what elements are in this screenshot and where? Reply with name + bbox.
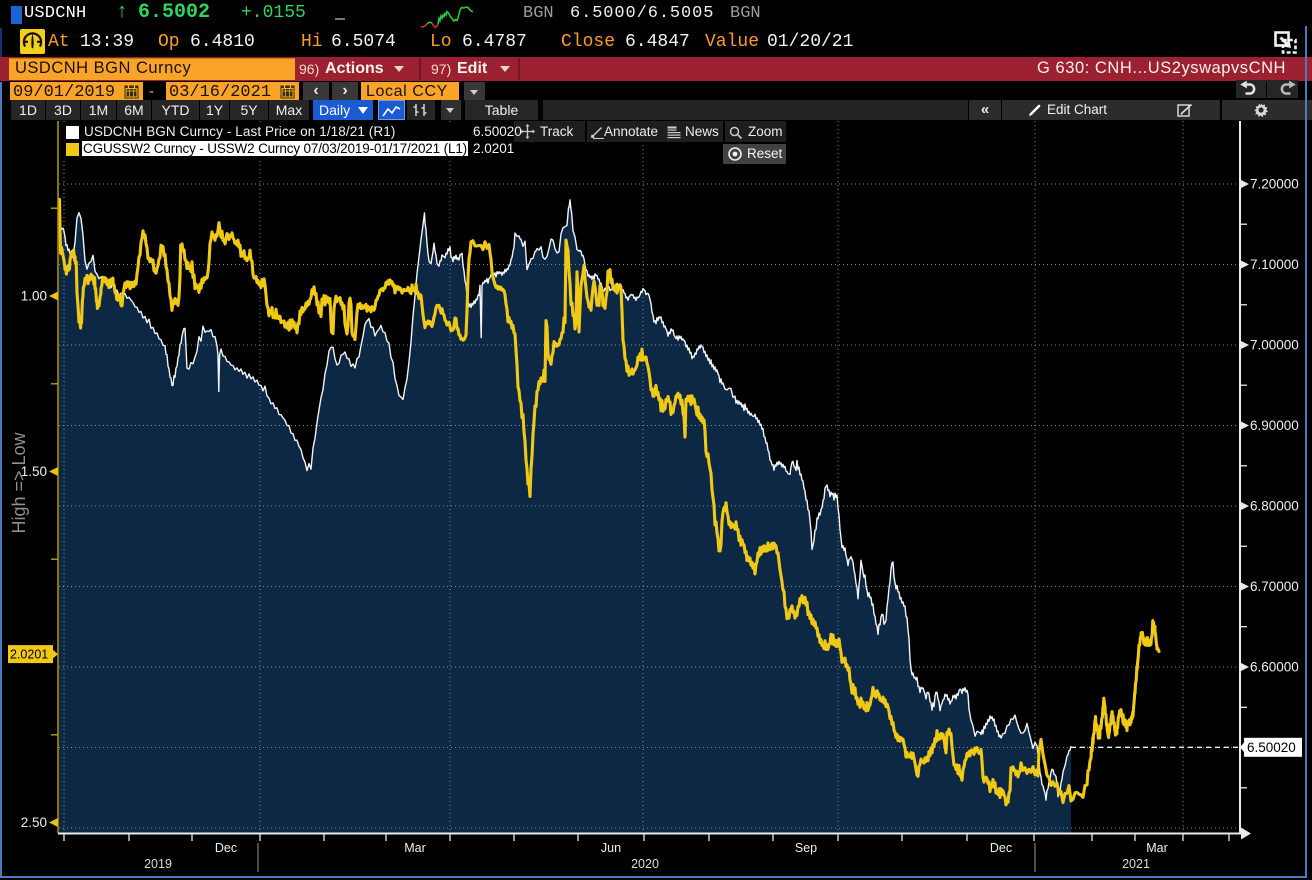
svg-text:Dec: Dec [215, 841, 237, 855]
svg-text:7.20000: 7.20000 [1250, 177, 1299, 192]
svg-text:High => Low: High => Low [9, 431, 29, 533]
svg-text:2.50: 2.50 [21, 815, 47, 830]
svg-text:Mar: Mar [404, 841, 426, 855]
svg-text:1.50: 1.50 [21, 464, 47, 479]
svg-text:2021: 2021 [1122, 857, 1150, 871]
svg-text:6.60000: 6.60000 [1250, 660, 1299, 675]
svg-text:6.90000: 6.90000 [1250, 418, 1299, 433]
svg-text:Sep: Sep [795, 841, 817, 855]
svg-text:Dec: Dec [990, 841, 1012, 855]
svg-text:2.0201: 2.0201 [10, 648, 48, 662]
svg-text:6.70000: 6.70000 [1250, 579, 1299, 594]
svg-text:7.00000: 7.00000 [1250, 338, 1299, 353]
svg-text:Jun: Jun [601, 841, 621, 855]
svg-text:7.10000: 7.10000 [1250, 257, 1299, 272]
svg-text:1.00: 1.00 [21, 289, 47, 304]
svg-text:2019: 2019 [144, 857, 172, 871]
svg-text:2020: 2020 [631, 857, 659, 871]
svg-text:6.50020: 6.50020 [1247, 740, 1296, 755]
svg-text:6.80000: 6.80000 [1250, 499, 1299, 514]
svg-text:Mar: Mar [1146, 841, 1168, 855]
